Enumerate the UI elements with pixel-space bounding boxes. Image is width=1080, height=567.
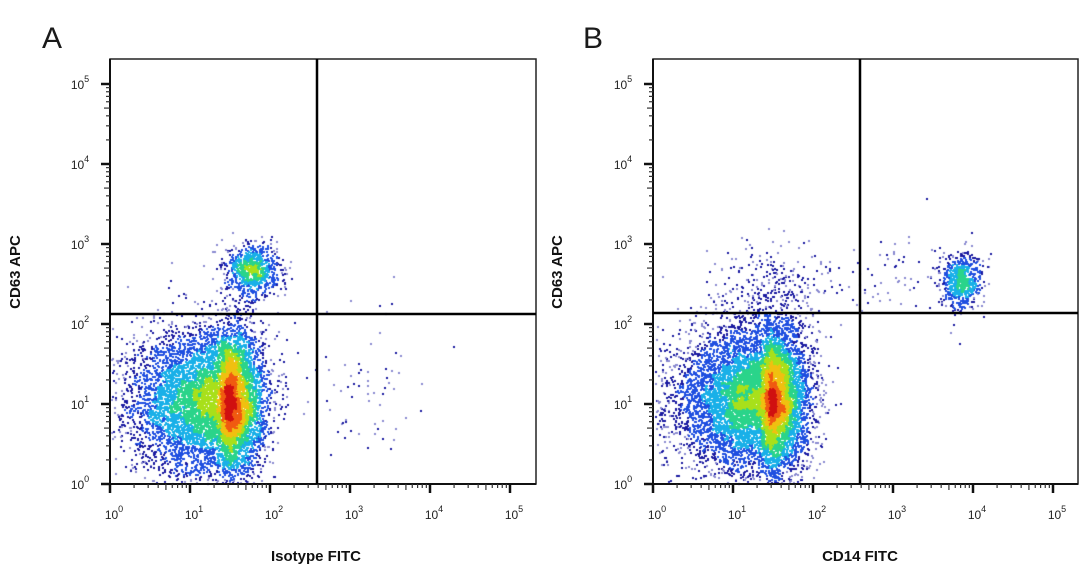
svg-text:105: 105 xyxy=(1048,504,1066,522)
panel-b-x-axis-label: CD14 FITC xyxy=(822,548,898,565)
svg-text:101: 101 xyxy=(728,504,746,522)
svg-text:103: 103 xyxy=(345,504,363,522)
svg-text:103: 103 xyxy=(71,234,89,252)
panel-a-axes: 100 100 101 101 102 102 103 103 104 104 105 105 xyxy=(71,58,537,522)
svg-text:101: 101 xyxy=(71,394,89,412)
svg-text:102: 102 xyxy=(265,504,283,522)
svg-text:102: 102 xyxy=(71,314,89,332)
svg-text:104: 104 xyxy=(71,154,89,172)
svg-text:102: 102 xyxy=(614,314,632,332)
svg-text:100: 100 xyxy=(105,504,123,522)
svg-text:104: 104 xyxy=(614,154,632,172)
svg-text:101: 101 xyxy=(185,504,203,522)
panel-b-axes: 100 100 101 101 102 102 103 103 104 104 105 105 xyxy=(614,58,1079,522)
svg-text:103: 103 xyxy=(614,234,632,252)
svg-text:105: 105 xyxy=(505,504,523,522)
svg-text:100: 100 xyxy=(648,504,666,522)
svg-text:100: 100 xyxy=(71,474,89,492)
svg-text:104: 104 xyxy=(425,504,443,522)
panel-a-y-axis-label: CD63 APC xyxy=(7,235,24,309)
plot-frame xyxy=(109,58,537,485)
svg-text:102: 102 xyxy=(808,504,826,522)
panel-b-y-axis-label: CD63 APC xyxy=(549,235,566,309)
svg-text:100: 100 xyxy=(614,474,632,492)
svg-text:105: 105 xyxy=(71,74,89,92)
panel-a-x-axis-label: Isotype FITC xyxy=(270,548,361,565)
svg-text:104: 104 xyxy=(968,504,986,522)
svg-text:103: 103 xyxy=(888,504,906,522)
plot-frame xyxy=(652,58,1079,485)
svg-text:101: 101 xyxy=(614,394,632,412)
svg-text:105: 105 xyxy=(614,74,632,92)
